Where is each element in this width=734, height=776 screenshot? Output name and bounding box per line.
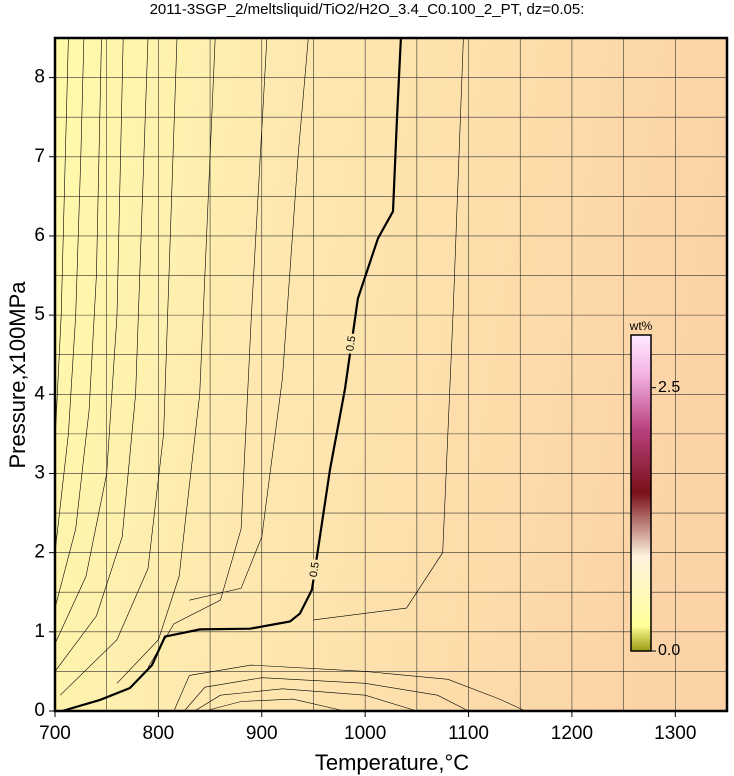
contour-line xyxy=(194,688,417,712)
colorbar-label: wt% xyxy=(629,319,653,333)
contour-line xyxy=(54,37,85,553)
x-tick-label: 1300 xyxy=(654,723,696,744)
contour-line xyxy=(183,677,469,712)
contour-line-bold xyxy=(61,37,402,713)
x-tick-label: 700 xyxy=(39,723,71,744)
y-axis-label: Pressure,x100MPa xyxy=(5,281,30,469)
contour-line xyxy=(313,37,464,621)
contour-label-bg xyxy=(307,558,323,581)
x-axis-label: Temperature,°C xyxy=(315,750,469,775)
colorbar-tick-label: 2.5 xyxy=(658,379,680,396)
y-tick-label: 2 xyxy=(34,542,45,563)
contour-line xyxy=(54,37,149,672)
contour-line xyxy=(59,37,178,696)
contour-line xyxy=(54,37,102,609)
x-tick-label: 1000 xyxy=(344,723,386,744)
contour-label: 0.5 xyxy=(344,335,358,352)
x-tick-label: 1100 xyxy=(448,723,489,744)
y-tick-label: 3 xyxy=(34,462,45,483)
x-tick-label: 900 xyxy=(246,723,278,744)
y-tick-label: 8 xyxy=(34,67,45,88)
y-tick-label: 4 xyxy=(34,383,45,404)
colorbar xyxy=(630,334,652,652)
contour-line xyxy=(54,37,124,644)
contour-label-bg xyxy=(344,332,359,355)
y-tick-label: 7 xyxy=(34,146,45,167)
y-tick-label: 1 xyxy=(34,621,45,642)
contour-line xyxy=(204,698,345,712)
plot-frame xyxy=(53,36,729,713)
contour-line xyxy=(54,37,69,442)
contour-line xyxy=(147,37,268,668)
y-tick-label: 5 xyxy=(34,304,45,325)
contour-line xyxy=(189,37,309,601)
y-tick-label: 6 xyxy=(34,225,45,246)
contour-line xyxy=(173,664,526,712)
x-tick-label: 1200 xyxy=(551,723,593,744)
chart-title: 2011-3SGP_2/meltsliquid/TiO2/H2O_3.4_C0.… xyxy=(150,1,585,18)
y-tick-label: 0 xyxy=(34,700,45,721)
colorbar-tick-label: 0.0 xyxy=(658,642,680,659)
contour-line xyxy=(116,37,216,684)
x-tick-label: 800 xyxy=(143,723,175,744)
contour-label: 0.5 xyxy=(308,561,322,578)
plot-background xyxy=(55,38,727,711)
